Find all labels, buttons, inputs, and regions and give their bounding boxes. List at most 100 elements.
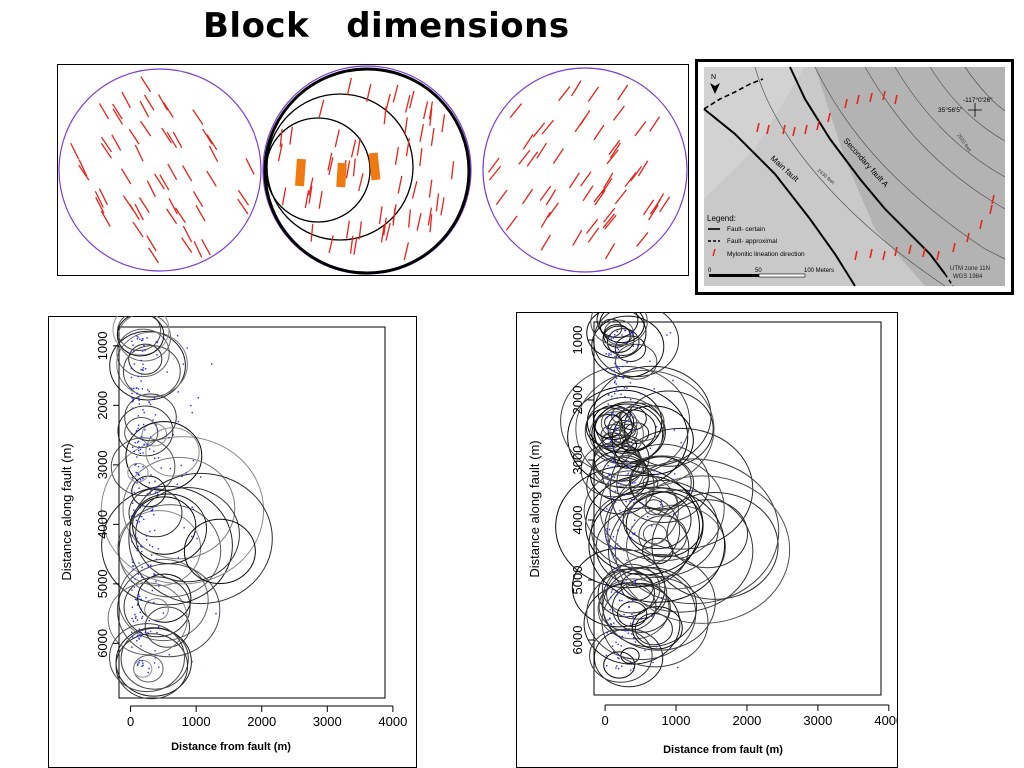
y-tick-label: 3000: [95, 450, 110, 479]
data-point: [142, 367, 145, 369]
data-point: [143, 443, 145, 446]
data-point: [134, 464, 136, 466]
data-point: [627, 632, 630, 634]
data-point: [147, 671, 149, 674]
data-point: [605, 443, 608, 445]
data-point: [144, 368, 147, 370]
lineation-tick: [172, 131, 183, 149]
data-point: [131, 534, 133, 537]
x-tick-label: 3000: [313, 714, 342, 729]
data-point: [630, 332, 632, 334]
data-point: [133, 509, 135, 511]
data-point: [665, 547, 667, 549]
data-point: [134, 613, 136, 616]
block-marker-1: [295, 158, 306, 187]
x-tick-label: 4000: [378, 714, 407, 729]
data-point: [134, 513, 136, 515]
field-map: N -117°0'26" 35°56'5" Main fault Seconda…: [695, 59, 1014, 295]
data-point: [667, 577, 669, 580]
data-point: [177, 391, 179, 393]
data-point: [138, 595, 141, 598]
data-point: [609, 368, 612, 371]
lineation-tick: [392, 204, 397, 223]
scatter-circle: [614, 335, 647, 363]
plot-left: 0 1000 2000 3000 4000 1000 2000 3000 4000 5000 600…: [48, 316, 417, 768]
lineation-tick: [318, 99, 325, 118]
lineation-tick: [558, 86, 571, 102]
data-point: [210, 363, 213, 365]
data-point: [629, 536, 632, 539]
scale-label-100: 100 Meters: [804, 268, 834, 274]
map-lineation-tick: [979, 219, 983, 230]
data-point: [651, 615, 653, 618]
lineation-tick: [636, 232, 649, 247]
lineation-tick: [181, 237, 193, 253]
data-point: [176, 483, 178, 486]
data-point: [141, 350, 144, 352]
data-point: [168, 653, 171, 656]
lineation-tick: [630, 165, 643, 182]
data-point: [151, 508, 154, 510]
data-point: [613, 446, 615, 448]
data-point: [612, 412, 614, 414]
data-point: [631, 427, 633, 430]
data-point: [640, 618, 643, 620]
data-point: [135, 335, 138, 337]
data-point: [134, 617, 137, 619]
data-point: [137, 473, 140, 476]
data-point: [616, 427, 618, 429]
data-point: [132, 561, 134, 563]
data-point: [146, 493, 148, 495]
data-point: [612, 650, 615, 653]
data-point: [612, 458, 614, 460]
lineation-tick: [532, 122, 546, 138]
data-point: [647, 515, 649, 518]
scatter-circle: [616, 443, 710, 523]
north-arrow: N: [710, 74, 720, 94]
lineation-tick: [547, 202, 559, 218]
lineation-tick: [488, 165, 502, 181]
data-point: [135, 387, 137, 390]
map-lineation-tick: [936, 250, 940, 261]
data-point: [632, 482, 634, 484]
data-point: [622, 376, 624, 378]
data-point: [629, 414, 632, 417]
data-point: [142, 423, 145, 426]
y-tick-label: 6000: [95, 629, 110, 658]
data-point: [141, 615, 144, 618]
data-point: [606, 476, 609, 478]
data-point: [649, 447, 652, 450]
scatter-circle: [620, 647, 640, 664]
data-point: [145, 535, 148, 537]
scatter-circle: [100, 436, 265, 585]
data-point: [609, 608, 611, 611]
data-point: [131, 580, 133, 583]
data-point: [633, 533, 635, 536]
data-point: [681, 446, 683, 449]
data-point: [141, 339, 143, 342]
data-point: [626, 474, 628, 476]
lineation-tick: [134, 144, 144, 162]
data-point: [613, 352, 616, 354]
data-point: [616, 347, 618, 349]
data-point: [654, 563, 657, 565]
block-marker-2: [336, 162, 347, 188]
scatter-circle: [621, 438, 638, 452]
scatter-circle: [622, 490, 692, 550]
lineation-tick: [122, 195, 135, 212]
data-point: [199, 476, 202, 478]
data-point: [151, 589, 154, 592]
scatter-circle: [599, 312, 645, 344]
lineation-tick: [408, 209, 412, 228]
data-point: [142, 662, 144, 665]
data-point: [152, 419, 154, 421]
data-point: [149, 544, 151, 546]
data-point: [139, 448, 142, 451]
plot-right-points: [605, 329, 690, 671]
scatter-circle: [631, 606, 683, 650]
y-tick-label: 2000: [570, 386, 585, 415]
data-point: [629, 334, 632, 336]
scatter-circle: [609, 419, 638, 445]
data-point: [131, 636, 134, 638]
data-point: [137, 415, 140, 417]
